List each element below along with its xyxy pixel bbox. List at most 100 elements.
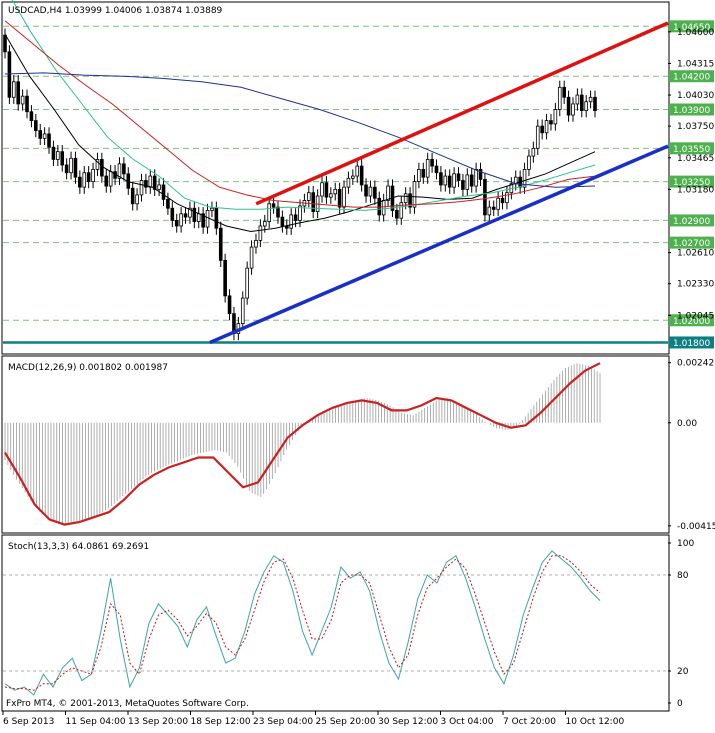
level-label: 1.04200 — [673, 73, 710, 83]
candle-body — [430, 159, 434, 167]
candle-body — [196, 213, 201, 222]
candle-body — [42, 133, 47, 139]
level-label: 1.03250 — [673, 178, 710, 188]
x-axis: 6 Sep 2013 11 Sep 04:00 13 Sep 20:00 18 Sep… — [2, 711, 624, 727]
candle-body — [439, 172, 443, 186]
candle-body — [408, 193, 412, 208]
candle-body — [170, 207, 175, 221]
candle-body — [7, 51, 12, 98]
stoch-tick-label: 100 — [677, 539, 694, 549]
candle-body — [417, 169, 421, 183]
x-tick-label: 13 Sep 20:00 — [128, 717, 188, 727]
candle-body — [100, 159, 104, 177]
candle-body — [148, 175, 153, 188]
candle-body — [500, 197, 505, 204]
candle-body — [544, 120, 549, 134]
candle-body — [104, 175, 109, 187]
macd-tick-label: 0.00 — [677, 419, 697, 429]
candle-body — [487, 206, 492, 216]
price-tick-label: 1.02045 — [677, 311, 714, 321]
stoch-tick-label: 20 — [677, 667, 689, 677]
candle-body — [575, 94, 580, 105]
candle-body — [298, 205, 302, 221]
level-label-bg — [669, 236, 714, 249]
x-tick-label: 23 Sep 04:00 — [253, 717, 313, 727]
candle-body — [289, 214, 293, 229]
level-label-bg — [669, 20, 714, 33]
candle-body — [130, 187, 135, 205]
moving-average-line — [4, 33, 596, 233]
candle-body — [293, 214, 298, 221]
candle-body — [412, 181, 417, 208]
candle-body — [179, 213, 183, 227]
candle-body — [29, 111, 34, 121]
candle-body — [522, 169, 527, 188]
candle-body — [566, 96, 571, 116]
candle-body — [593, 96, 597, 112]
candle-body — [69, 157, 73, 174]
x-tick-label: 7 Oct 20:00 — [503, 717, 556, 727]
level-label-bg — [669, 142, 714, 155]
price-pane: 1.04650 1.04200 1.03900 1.03550 1.03250 1.029… — [3, 0, 714, 349]
candle-body — [78, 176, 82, 188]
candle-body — [359, 165, 364, 186]
level-label: 1.03550 — [673, 145, 710, 155]
stoch-pane: 100 80 20 0 — [3, 539, 694, 709]
candle-body — [324, 182, 329, 198]
price-tick-label: 1.04600 — [677, 28, 714, 38]
candle-body — [474, 169, 478, 187]
candle-body — [16, 81, 21, 105]
candle-body — [505, 192, 509, 204]
candle-body — [34, 120, 38, 131]
candle-body — [395, 210, 399, 219]
candle-body — [351, 175, 355, 179]
candle-body — [95, 159, 100, 170]
candle-body — [549, 120, 553, 125]
candle-body — [276, 206, 280, 218]
candle-body — [47, 133, 51, 148]
candle-body — [456, 173, 461, 181]
candle-body — [223, 259, 227, 297]
price-tick-label: 1.04315 — [677, 59, 714, 69]
level-label-bg — [669, 175, 714, 188]
candle-body — [262, 221, 267, 227]
stoch-tick-label: 0 — [677, 699, 683, 709]
stoch-pane-frame — [1, 534, 670, 712]
candle-body — [368, 186, 373, 197]
x-tick-label: 11 Sep 04:00 — [66, 717, 126, 727]
candle-body — [86, 172, 91, 183]
price-tick-label: 1.02610 — [677, 249, 714, 259]
macd-tick-label: 0.002421 — [677, 359, 715, 369]
candle-body — [342, 186, 346, 208]
candle-body — [320, 182, 324, 197]
candle-body — [271, 203, 276, 208]
resistance-trendline — [255, 21, 669, 206]
candle-body — [64, 164, 69, 174]
x-tick-label: 18 Sep 12:00 — [191, 717, 251, 727]
candle-body — [403, 193, 408, 204]
candle-body — [240, 297, 245, 325]
candle-body — [337, 188, 342, 208]
candle-body — [588, 96, 593, 103]
moving-average-line — [4, 20, 596, 208]
stoch-label: Stoch(13,3,3) 64.0861 69.2691 — [8, 542, 149, 552]
price-tick-label: 1.04030 — [677, 91, 714, 101]
price-tick-label: 1.03465 — [677, 154, 714, 164]
macd-signal-line — [4, 362, 601, 526]
candle-body — [254, 240, 258, 248]
candle-body — [82, 172, 87, 188]
candle-body — [188, 207, 192, 218]
x-tick-label: 30 Sep 12:00 — [378, 717, 438, 727]
candle-body — [364, 184, 368, 197]
candle-body — [355, 165, 360, 177]
candle-body — [469, 174, 474, 187]
candle-body — [25, 95, 29, 113]
candle-body — [12, 81, 16, 98]
level-label: 1.02900 — [673, 217, 710, 227]
candle-body — [461, 180, 465, 190]
level-label-bg — [669, 314, 714, 327]
level-label: 1.02000 — [673, 317, 710, 327]
candle-body — [483, 178, 487, 216]
